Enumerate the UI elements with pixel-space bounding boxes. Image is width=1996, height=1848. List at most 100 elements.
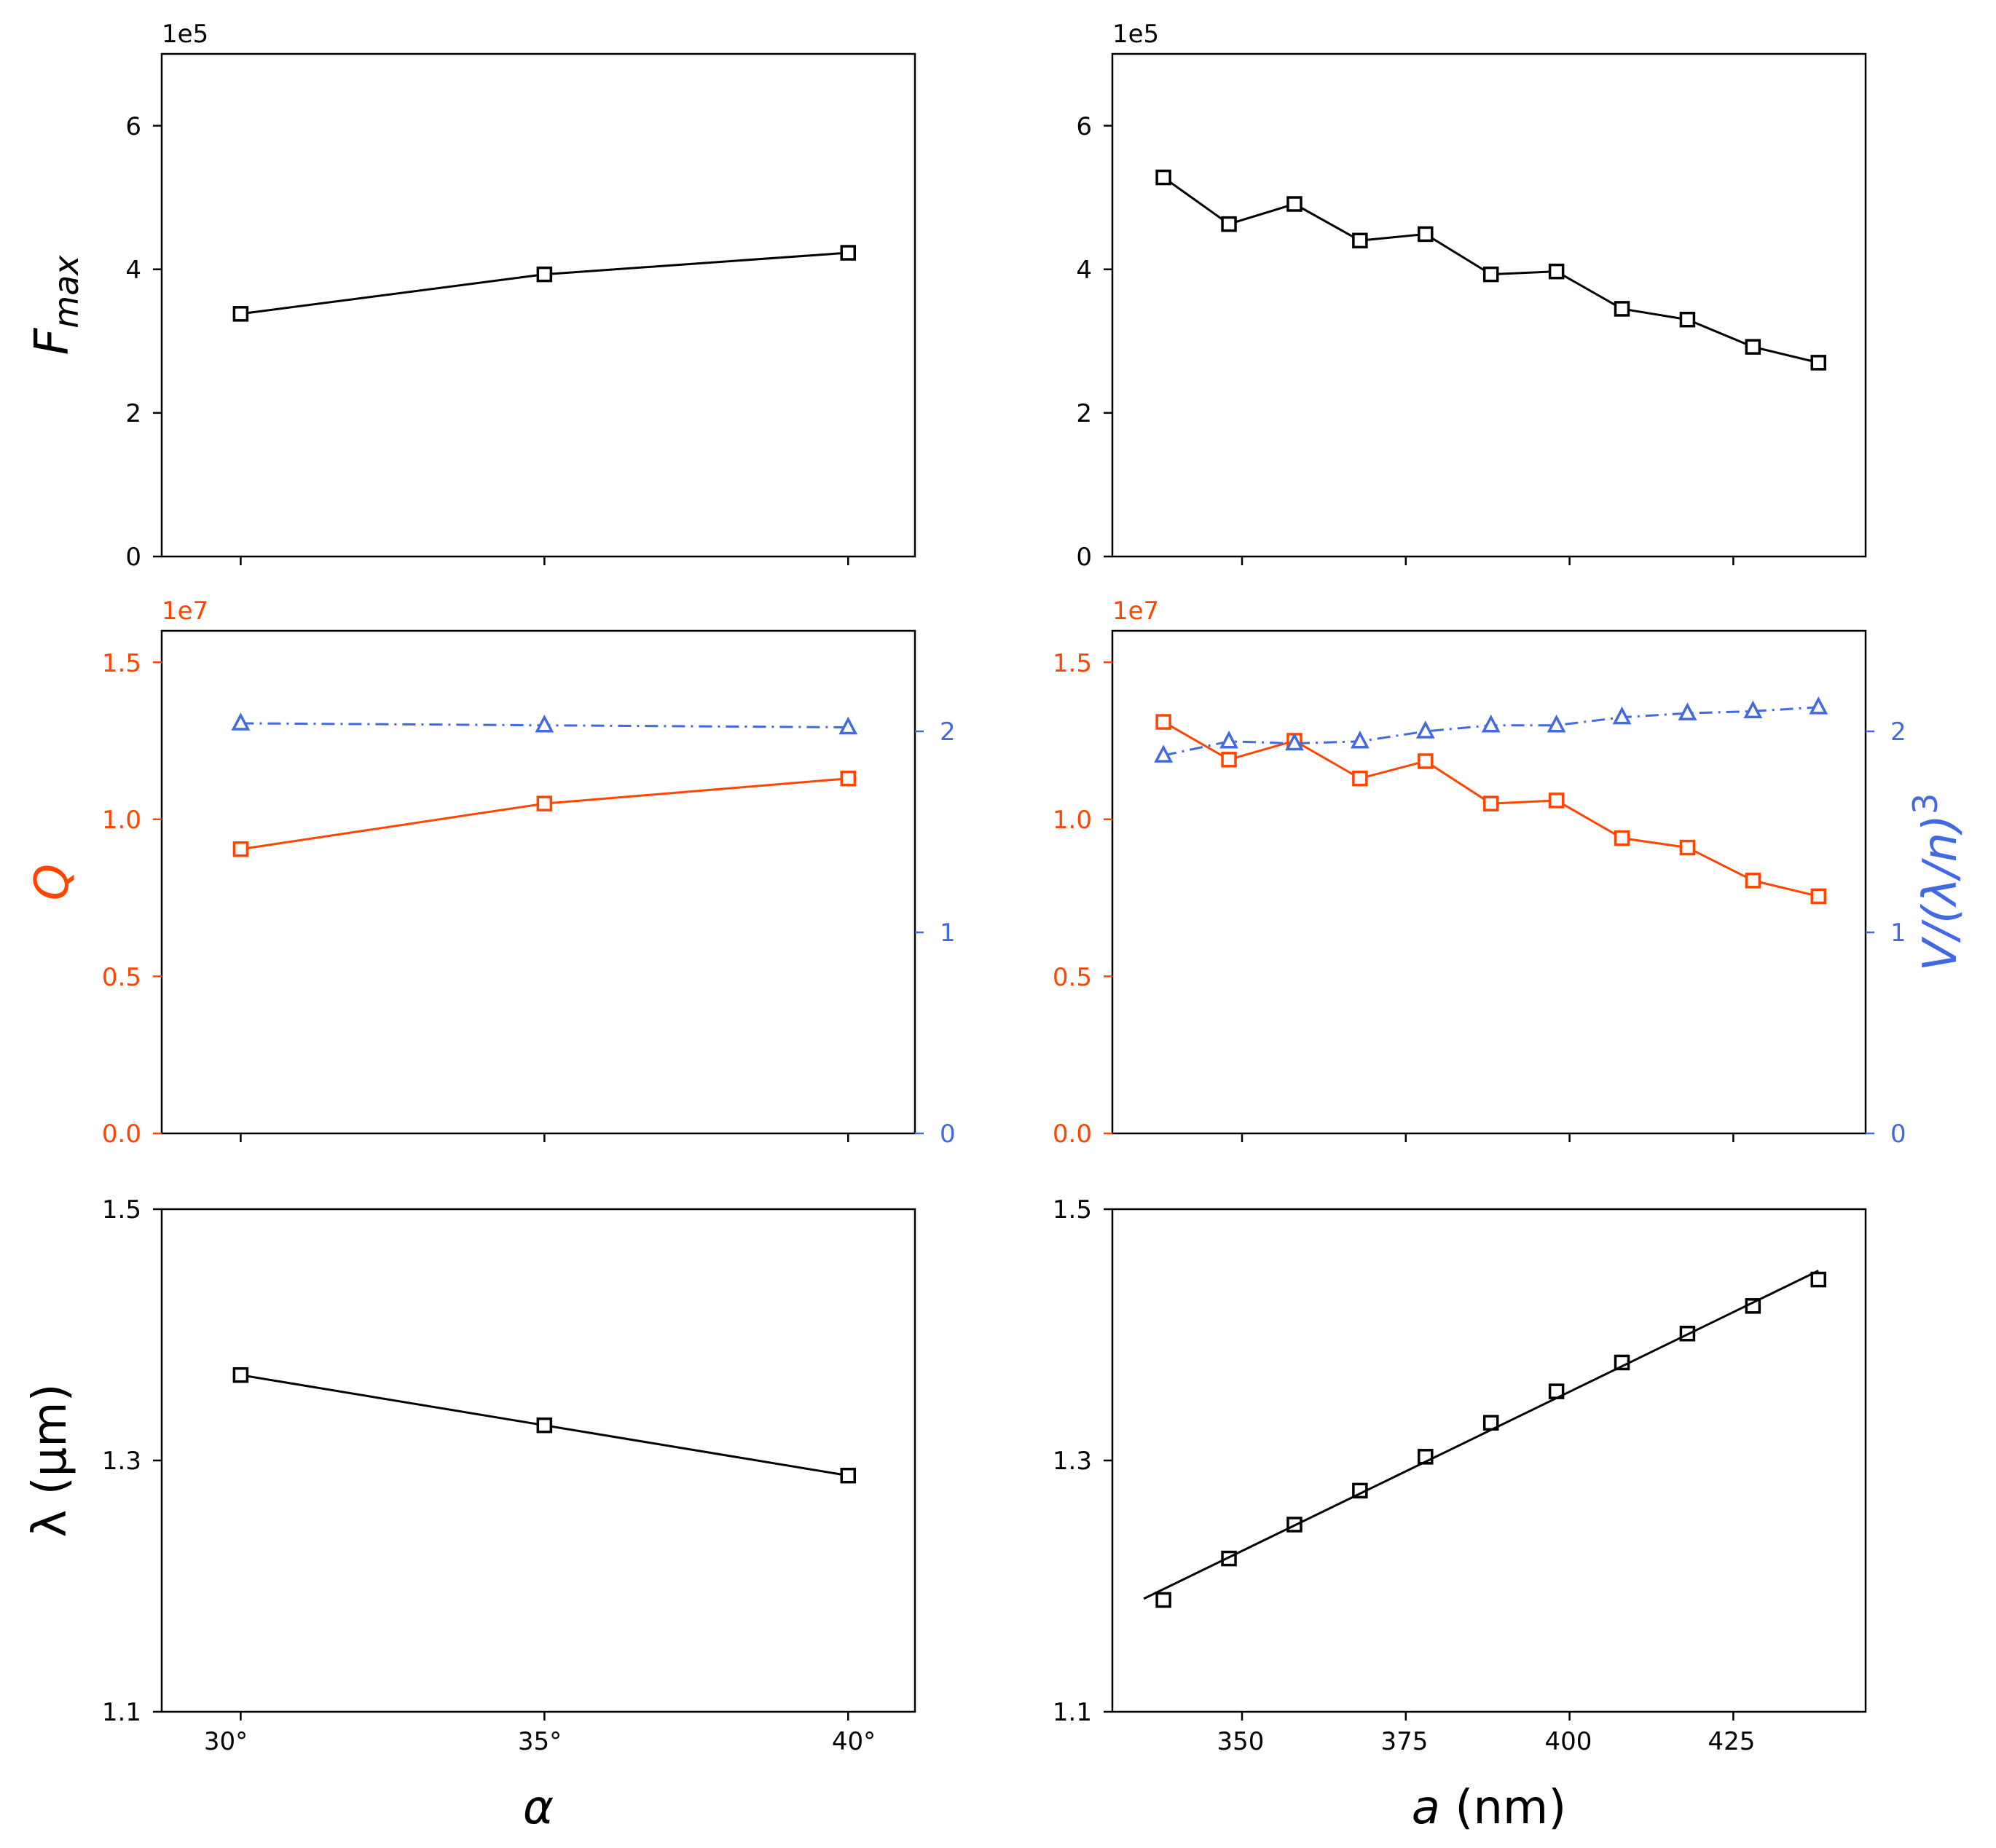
tick-label-y-0: 0.0 — [102, 1120, 141, 1149]
x-axis-label: a (nm) — [1412, 1781, 1566, 1835]
marker-triangle-1-0 — [1154, 744, 1174, 763]
y-axis-label: Fmax — [25, 255, 86, 355]
y-axis-label: Q — [25, 864, 79, 900]
x-axis-label-text: a (nm) — [1412, 1781, 1566, 1835]
panel-fmax-a: 1e5 0 2 4 6 — [1076, 20, 1867, 572]
y-axis-label: λ (μm) — [23, 1383, 77, 1537]
tick-label-y-0: 0.0 — [1053, 1120, 1092, 1149]
tick-label-y-2: 1.0 — [102, 806, 141, 835]
tick-label-x-1: 35° — [518, 1727, 562, 1756]
marker-triangle-1-1 — [535, 714, 554, 733]
y-axis-label-right-base: V/(λ/n) — [1914, 814, 1968, 971]
offset-text: 1e5 — [1112, 20, 1159, 49]
tick-label-y-right-1: 1 — [940, 919, 956, 948]
tick-label-y-1: 0.5 — [1053, 963, 1092, 992]
marker-square-0-7 — [1614, 301, 1630, 317]
tick-label-x-2: 400 — [1545, 1727, 1592, 1756]
marker-triangle-1-1 — [1219, 731, 1238, 749]
tick-label-x-0: 30° — [204, 1727, 248, 1756]
marker-square-0-2 — [840, 1467, 857, 1484]
series-layer — [153, 1208, 857, 1721]
tick-label-y-2: 4 — [1076, 256, 1092, 285]
tick-label-x-2: 40° — [832, 1727, 876, 1756]
marker-square-0-0 — [232, 306, 249, 322]
marker-square-0-0 — [232, 1367, 249, 1383]
series-line-0 — [240, 251, 849, 315]
marker-square-0-0 — [1155, 169, 1171, 186]
plot-area — [1111, 1208, 1867, 1713]
tick-label-y-right-2: 2 — [940, 717, 956, 747]
marker-square-0-9 — [1745, 873, 1761, 889]
tick-label-y-3: 6 — [1076, 112, 1092, 141]
marker-square-0-0 — [1155, 714, 1171, 730]
marker-square-0-3 — [1352, 232, 1368, 249]
marker-square-0-10 — [1810, 355, 1827, 371]
marker-square-0-9 — [1745, 339, 1761, 355]
tick-label-y-3: 6 — [125, 112, 141, 141]
marker-square-0-8 — [1679, 839, 1696, 856]
panel-q-a: 1e7 0.0 0.5 1.0 1.5 0 1 2 V/(λ/n)3 — [1053, 597, 1968, 1149]
marker-square-0-8 — [1679, 311, 1696, 328]
marker-triangle-1-8 — [1678, 702, 1697, 720]
tick-label-y-2: 1.0 — [1053, 806, 1092, 835]
marker-square-0-5 — [1482, 266, 1499, 283]
tick-label-y-0: 1.1 — [102, 1698, 141, 1727]
marker-triangle-1-3 — [1350, 731, 1370, 749]
marker-triangle-1-7 — [1612, 706, 1632, 725]
marker-square-0-1 — [536, 266, 553, 283]
tick-label-y-2: 1.5 — [102, 1195, 141, 1224]
marker-triangle-1-9 — [1743, 700, 1763, 719]
marker-square-0-6 — [1548, 263, 1565, 280]
tick-label-y-right-0: 0 — [940, 1120, 956, 1149]
plot-area — [1111, 52, 1867, 558]
plot-area — [160, 1208, 916, 1713]
marker-square-0-0 — [1155, 1592, 1171, 1608]
tick-label-x-3: 425 — [1708, 1727, 1756, 1756]
tick-label-y-2: 4 — [125, 256, 141, 285]
marker-square-0-7 — [1614, 830, 1630, 846]
tick-label-y-right-0: 0 — [1890, 1120, 1906, 1149]
marker-square-0-1 — [1221, 216, 1237, 232]
tick-label-y-0: 0 — [1076, 543, 1092, 572]
tick-label-x-1: 375 — [1381, 1727, 1429, 1756]
tick-label-y-1: 1.3 — [102, 1447, 141, 1476]
marker-triangle-1-10 — [1809, 696, 1828, 715]
marker-square-0-1 — [1221, 752, 1237, 768]
marker-square-0-5 — [1482, 795, 1499, 811]
marker-square-0-1 — [536, 795, 553, 811]
tick-label-y-1: 2 — [1076, 399, 1092, 428]
marker-triangle-1-2 — [1285, 732, 1304, 751]
marker-square-0-10 — [1810, 888, 1827, 905]
tick-label-y-right-2: 2 — [1890, 717, 1906, 747]
tick-label-y-1: 2 — [125, 399, 141, 428]
y-axis-label-right-exponent: 3 — [1906, 793, 1945, 814]
tick-label-y-3: 1.5 — [1053, 649, 1092, 678]
marker-square-0-4 — [1418, 226, 1434, 243]
offset-text: 1e5 — [162, 20, 208, 49]
tick-label-y-2: 1.5 — [1053, 1195, 1092, 1224]
marker-square-0-1 — [536, 1417, 553, 1434]
series-layer — [153, 125, 857, 565]
series-line-1 — [1143, 1270, 1819, 1600]
marker-square-0-3 — [1352, 770, 1368, 787]
tick-label-x-0: 350 — [1217, 1727, 1265, 1756]
marker-square-0-2 — [840, 245, 857, 261]
offset-text: 1e7 — [1112, 597, 1159, 626]
marker-triangle-1-2 — [838, 716, 858, 735]
offset-text: 1e7 — [162, 597, 208, 626]
tick-label-y-3: 1.5 — [102, 649, 141, 678]
tick-label-y-0: 1.1 — [1053, 1698, 1092, 1727]
y-axis-label-right: V/(λ/n)3 — [1906, 793, 1968, 972]
marker-square-0-10 — [1810, 1271, 1827, 1288]
series-layer — [1104, 1208, 1827, 1721]
marker-square-0-2 — [840, 770, 857, 787]
series-layer — [153, 661, 924, 1142]
tick-label-y-right-1: 1 — [1890, 919, 1906, 948]
marker-square-0-6 — [1548, 793, 1565, 809]
panel-lambda-a: 1.1 1.3 1.5 350 375 400 425 a (nm) — [1053, 1195, 1867, 1835]
marker-triangle-1-0 — [231, 712, 251, 731]
marker-triangle-1-5 — [1481, 714, 1501, 733]
tick-label-y-1: 0.5 — [102, 963, 141, 992]
tick-label-y-1: 1.3 — [1053, 1447, 1092, 1476]
